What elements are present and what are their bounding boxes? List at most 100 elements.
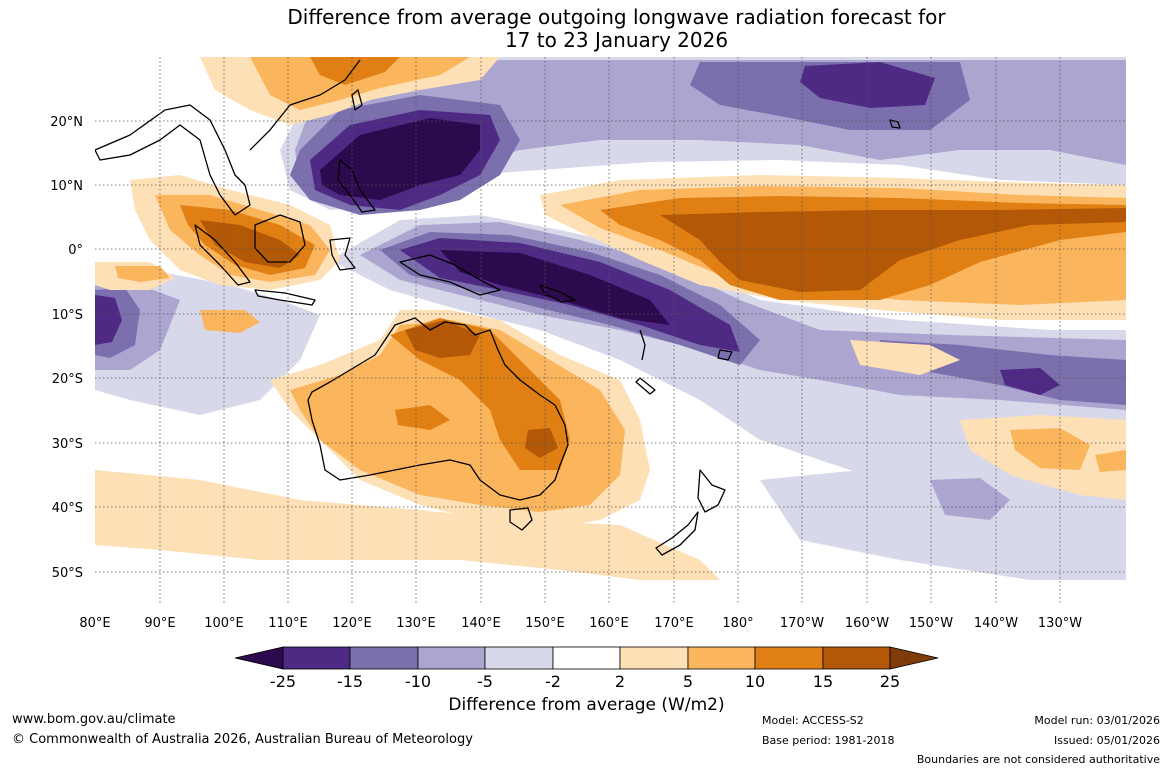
colorbar-segment <box>687 646 756 670</box>
australia-brown <box>405 320 480 358</box>
vanuatu-coastline <box>639 329 646 361</box>
maritime-brown <box>200 220 300 268</box>
lat-label: 20°N <box>50 115 83 130</box>
timor-orange <box>200 310 260 333</box>
lat-label: 10°N <box>50 179 83 194</box>
latitude-labels: 20°N 10°N 0° 10°S 20°S 30°S 40°S 50°S <box>50 115 83 581</box>
south-pacific-purple-lower <box>930 478 1010 520</box>
lon-label: 140°E <box>461 616 501 631</box>
new-guinea-coastline <box>399 254 501 296</box>
lon-label: 160°E <box>589 616 629 631</box>
lat-label: 20°S <box>52 372 83 387</box>
colorbar-segment <box>822 646 891 670</box>
website-link[interactable]: www.bom.gov.au/climate <box>12 712 176 727</box>
colorbar-segment <box>619 646 689 670</box>
colorbar-tick-label: -10 <box>405 672 431 691</box>
colorbar-segment <box>484 646 554 670</box>
australia-dark-orange-west <box>395 405 450 430</box>
australia-coastline <box>307 317 569 501</box>
new-caledonia-coastline <box>635 377 656 395</box>
colorbar-segment <box>754 646 824 670</box>
borneo-coastline <box>254 214 306 263</box>
chart-title-line2: 17 to 23 January 2026 <box>504 28 729 52</box>
north-pacific-deep-purple <box>800 62 935 108</box>
colorbar-tick-label: -2 <box>545 672 561 691</box>
equatorial-pacific-brown <box>660 208 1126 292</box>
lon-label: 150°W <box>909 616 953 631</box>
china-orange <box>250 57 470 110</box>
new-zealand-north-coastline <box>697 469 726 513</box>
australia-brown-east <box>525 428 558 458</box>
south-pacific-light-purple-lower <box>760 470 1126 580</box>
longitude-labels: 80°E 90°E 100°E 110°E 120°E 130°E 140°E … <box>79 616 1082 631</box>
taiwan-coastline <box>351 89 363 111</box>
spcz-darkest-purple <box>440 250 670 325</box>
philippines-coastline <box>337 159 376 213</box>
colorbar-tick-label: 2 <box>615 672 625 691</box>
lon-label: 160°W <box>845 616 889 631</box>
colorbar-tick-label: 15 <box>813 672 833 691</box>
disclaimer-text: Boundaries are not considered authoritat… <box>916 753 1160 766</box>
model-run-date: Model run: 03/01/2026 <box>1034 714 1160 727</box>
colorbar-segment <box>417 646 486 670</box>
central-pacific-light-orange <box>850 340 960 375</box>
lat-label: 10°S <box>52 308 83 323</box>
coastlines <box>95 59 901 556</box>
lat-label: 40°S <box>52 501 83 516</box>
south-pacific-east-orange <box>1010 428 1090 470</box>
lon-label: 170°W <box>780 616 824 631</box>
lon-label: 170°E <box>654 616 694 631</box>
lon-label: 100°E <box>204 616 244 631</box>
south-pacific-east-orange-2 <box>1095 450 1126 472</box>
colorbar-tick-label: 5 <box>683 672 693 691</box>
lat-label: 30°S <box>52 437 83 452</box>
colorbar-tick-label: 10 <box>745 672 765 691</box>
lat-label: 50°S <box>52 566 83 581</box>
southeast-pacific-deep-purple <box>1000 368 1060 395</box>
lon-label: 90°E <box>144 616 175 631</box>
colorbar: -25 -15 -10 -5 -2 2 5 10 15 25 <box>234 646 939 691</box>
copyright-text: © Commonwealth of Australia 2026, Austra… <box>12 732 473 747</box>
base-period: Base period: 1981-2018 <box>762 734 895 747</box>
colorbar-segment <box>349 646 419 670</box>
model-name: Model: ACCESS-S2 <box>762 714 864 727</box>
china-dark-orange <box>310 57 400 85</box>
java-coastline <box>254 289 316 306</box>
chart-title-line1: Difference from average outgoing longwav… <box>287 5 946 29</box>
lon-label: 120°E <box>332 616 372 631</box>
colorbar-tick-label: -5 <box>477 672 493 691</box>
positive-anomaly-fields <box>95 57 1126 580</box>
tasmania-coastline <box>509 507 533 531</box>
lon-label: 130°E <box>396 616 436 631</box>
colorbar-segment <box>282 646 351 670</box>
china-coast <box>249 59 361 151</box>
gridlines <box>95 57 1126 605</box>
lon-label: 180° <box>722 616 753 631</box>
colorbar-tick-label: 25 <box>880 672 900 691</box>
colorbar-right-arrow <box>889 646 939 670</box>
fiji-coastline <box>717 349 733 361</box>
lon-label: 80°E <box>79 616 110 631</box>
lat-label: 0° <box>68 243 83 258</box>
lon-label: 140°W <box>974 616 1018 631</box>
map-area <box>95 57 1126 605</box>
sumatra-orange <box>115 266 170 282</box>
colorbar-tick-label: -15 <box>337 672 363 691</box>
lon-label: 150°E <box>525 616 565 631</box>
indian-ocean-deep-purple <box>95 295 122 345</box>
lon-label: 130°W <box>1038 616 1082 631</box>
southern-ocean-light-orange <box>95 470 720 580</box>
solomon-islands-coastline <box>539 284 576 303</box>
sulawesi-coastline <box>329 237 356 271</box>
asia-mainland-coastline <box>95 104 251 216</box>
philippines-darkest-purple <box>320 118 480 200</box>
issued-date: Issued: 05/01/2026 <box>1053 734 1160 747</box>
colorbar-tick-label: -25 <box>270 672 296 691</box>
colorbar-segment <box>552 646 621 670</box>
colorbar-left-arrow <box>234 646 284 670</box>
sumatra-coastline <box>194 224 251 286</box>
colorbar-title: Difference from average (W/m2) <box>448 695 725 715</box>
new-zealand-south-coastline <box>655 511 699 556</box>
lon-label: 110°E <box>268 616 308 631</box>
